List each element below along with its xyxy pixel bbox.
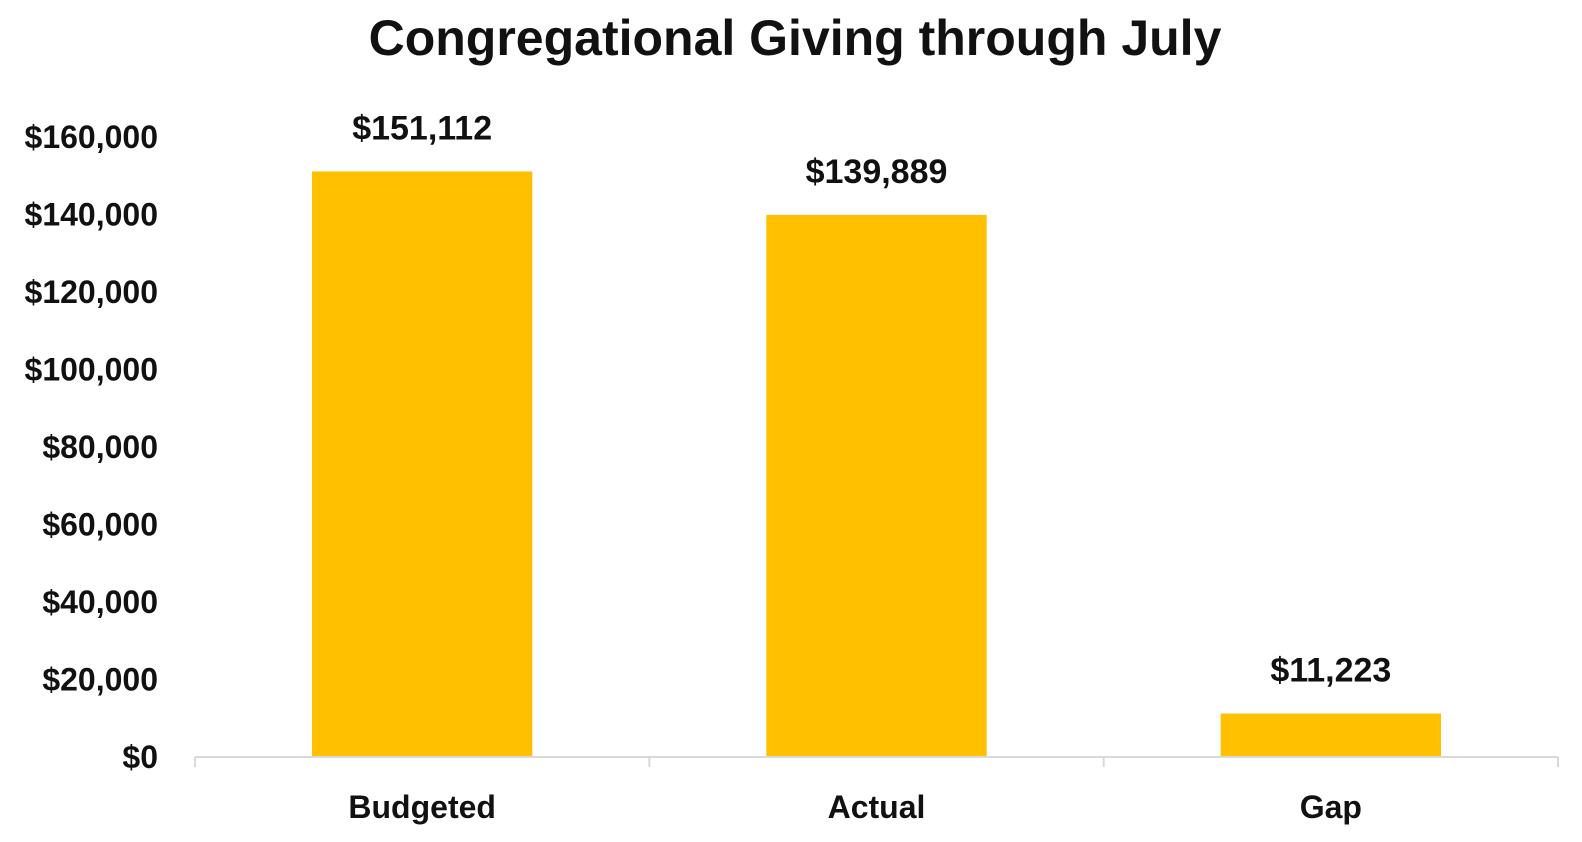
y-tick-label: $40,000	[42, 584, 158, 620]
y-tick-label: $120,000	[25, 274, 158, 310]
y-tick-label: $60,000	[42, 507, 158, 543]
bar-budgeted	[311, 171, 533, 758]
chart-title: Congregational Giving through July	[369, 10, 1222, 66]
y-axis: $0 $20,000 $40,000 $60,000 $80,000 $100,000 $1…	[25, 119, 158, 775]
y-tick-label: $80,000	[42, 429, 158, 465]
category-label-budgeted: Budgeted	[348, 789, 496, 825]
category-label-gap: Gap	[1300, 789, 1362, 825]
y-tick-label: $100,000	[25, 352, 158, 388]
data-label-gap: $11,223	[1270, 652, 1391, 690]
y-tick-label: $140,000	[25, 197, 158, 233]
bar-gap	[1220, 713, 1442, 757]
data-label-actual: $139,889	[806, 153, 948, 191]
y-tick-label: $0	[122, 739, 158, 775]
x-axis: Budgeted Actual Gap	[194, 756, 1559, 825]
bar-actual	[766, 214, 987, 758]
data-label-budgeted: $151,112	[352, 109, 492, 147]
y-tick-label: $160,000	[25, 119, 158, 155]
y-tick-label: $20,000	[42, 662, 158, 698]
bars: $151,112 $139,889 $11,223	[311, 109, 1442, 758]
category-label-actual: Actual	[828, 789, 926, 825]
